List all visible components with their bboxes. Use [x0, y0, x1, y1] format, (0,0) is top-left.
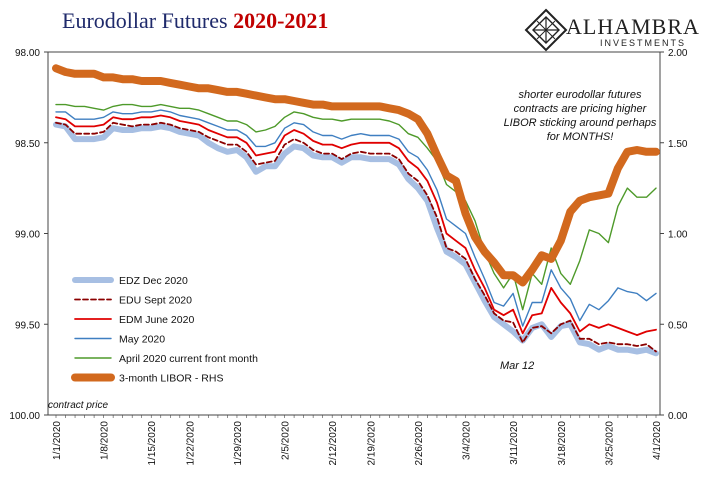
legend-label-edz: EDZ Dec 2020: [119, 275, 188, 287]
y-right-tick-label: 1.00: [668, 230, 688, 241]
series-line-edz: [53, 121, 659, 357]
series-line-libor: [52, 64, 660, 287]
series-line-edm: [55, 114, 657, 337]
x-tick-label: 1/15/2020: [147, 421, 158, 466]
chart-title-main: Eurodollar Futures: [62, 8, 228, 33]
y-right-tick-label: 1.50: [668, 139, 688, 150]
logo-subtitle: INVESTMENTS: [600, 38, 687, 48]
logo-mark-icon: [524, 8, 568, 52]
x-tick-label: 1/1/2020: [52, 421, 63, 460]
x-tick-label: 4/1/2020: [652, 421, 663, 460]
y-left-tick-label: 99.50: [15, 320, 40, 331]
series-line-april: [55, 103, 657, 311]
legend-label-may: May 2020: [119, 334, 165, 346]
x-tick-label: 1/8/2020: [100, 421, 111, 460]
y-left-tick-label: 98.50: [15, 139, 40, 150]
chart-title: Eurodollar Futures 2020-2021: [62, 8, 328, 34]
y-right-tick-label: 0.00: [668, 411, 688, 422]
x-tick-label: 2/5/2020: [281, 421, 292, 460]
chart-title-years: 2020-2021: [233, 8, 329, 33]
x-tick-label: 2/19/2020: [366, 421, 377, 466]
series-line-may: [55, 109, 657, 327]
x-tick-label: 3/25/2020: [604, 421, 615, 466]
legend-label-april: April 2020 current front month: [119, 353, 258, 365]
annotation-libor-note: shorter eurodollar futures contracts are…: [503, 89, 657, 143]
x-tick-label: 1/29/2020: [233, 421, 244, 466]
series-line-edu: [55, 121, 657, 353]
y-left-tick-label: 99.00: [15, 230, 40, 241]
legend-label-edm: EDM June 2020: [119, 314, 194, 326]
y-right-tick-label: 2.00: [668, 48, 688, 59]
annotation-mar12: Mar 12: [500, 360, 535, 372]
y-left-tick-label: 98.00: [15, 48, 40, 59]
x-tick-label: 3/4/2020: [462, 421, 473, 460]
x-tick-label: 3/11/2020: [509, 421, 520, 465]
legend-label-libor: 3-month LIBOR - RHS: [119, 373, 223, 385]
x-tick-label: 3/18/2020: [557, 421, 568, 466]
y-right-tick-label: 0.50: [668, 320, 688, 331]
y-left-tick-label: 100.00: [9, 411, 40, 422]
legend-label-edu: EDU Sept 2020: [119, 295, 192, 307]
x-tick-label: 2/12/2020: [328, 421, 339, 466]
x-tick-label: 2/26/2020: [414, 421, 425, 466]
left-axis-label: contract price: [48, 400, 109, 411]
x-tick-label: 1/22/2020: [185, 421, 196, 466]
logo-name: ALHAMBRA: [566, 14, 700, 39]
